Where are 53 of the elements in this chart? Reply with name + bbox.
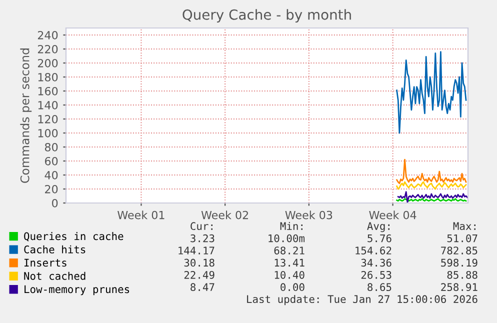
text: 13.41 — [274, 258, 304, 267]
y-tick-label: 240 — [38, 30, 58, 40]
text: 144.17 — [178, 246, 214, 254]
y-tick-label: 20 — [45, 184, 58, 194]
y-tick-label: 160 — [38, 86, 58, 96]
text: Last update: Tue Jan 27 15:00:06 2026 — [247, 294, 478, 306]
legend-label: Low-memory prunes — [24, 285, 130, 296]
y-tick-label: 200 — [38, 58, 58, 68]
legend-label: Not cached — [24, 272, 86, 280]
x-tick-label: Week 04 — [369, 210, 416, 220]
text: Cur: — [190, 222, 212, 230]
line-series — [396, 181, 467, 190]
text: Min: — [280, 222, 302, 230]
text: 34.36 — [361, 258, 392, 267]
text: 51.07 — [447, 234, 478, 242]
text: 22.49 — [184, 270, 214, 279]
text: Max: — [453, 222, 476, 230]
text: 598.19 — [441, 258, 478, 267]
chart-title: Query Cache - by month — [182, 9, 351, 23]
x-tick-label: Week 01 — [118, 210, 164, 220]
text: 258.91 — [441, 283, 478, 292]
x-tick-label: Week 02 — [201, 210, 248, 220]
text: Avg: — [367, 222, 390, 232]
line-series — [396, 51, 467, 134]
text: 10.00m — [268, 234, 305, 242]
y-tick-label: 220 — [38, 44, 58, 54]
text: 154.62 — [356, 246, 392, 254]
x-tick-label: Week 03 — [285, 210, 332, 220]
text: 3.23 — [190, 234, 214, 242]
legend-label: Inserts — [24, 258, 66, 267]
line-series — [396, 158, 467, 184]
text: 8.65 — [368, 283, 392, 292]
legend-label: Cache hits — [24, 245, 86, 254]
y-tick-label: 0 — [52, 198, 58, 208]
line-series — [397, 191, 468, 203]
y-tick-label: 100 — [38, 128, 58, 138]
text: 782.85 — [441, 246, 478, 254]
text: 85.88 — [447, 270, 478, 279]
y-tick-label: 80 — [44, 142, 58, 152]
y-tick-label: 120 — [38, 114, 58, 124]
y-tick-label: 140 — [38, 100, 58, 110]
text: 8.47 — [190, 283, 214, 292]
text: 68.21 — [274, 246, 304, 254]
legend-label: Queries in cache — [24, 232, 124, 242]
text: 26.53 — [361, 270, 392, 279]
text: 10.40 — [274, 270, 304, 279]
text: 5.76 — [368, 234, 392, 242]
y-tick-label: 40 — [44, 170, 58, 180]
y-tick-label: 180 — [38, 72, 58, 82]
y-tick-label: 60 — [45, 156, 58, 166]
y-axis-title: Commands per second — [20, 48, 32, 183]
text: 0.00 — [280, 283, 304, 292]
text: 30.18 — [184, 258, 214, 267]
